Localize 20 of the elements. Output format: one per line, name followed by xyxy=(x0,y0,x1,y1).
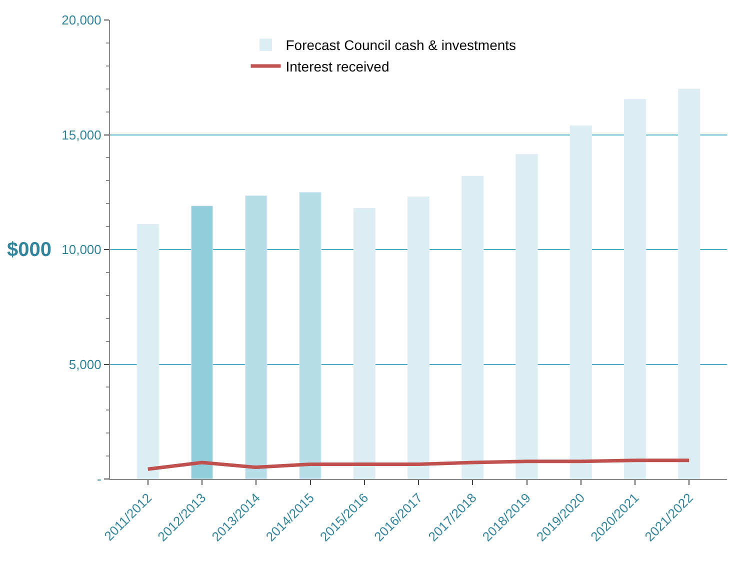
bar xyxy=(190,206,214,479)
y-tick-label: 20,000 xyxy=(62,12,102,28)
line-series xyxy=(146,458,691,471)
y-tick-label: 15,000 xyxy=(62,127,102,142)
y-tick-label: 5,000 xyxy=(68,356,102,372)
bar xyxy=(624,98,646,479)
bar xyxy=(353,208,376,479)
legend-label: Interest received xyxy=(286,58,390,74)
bar xyxy=(516,154,538,479)
bar xyxy=(462,176,484,479)
bar xyxy=(136,224,159,479)
y-tick-label: - xyxy=(97,472,102,487)
bar xyxy=(570,125,592,479)
legend-label: Forecast Council cash & investments xyxy=(286,37,516,54)
y-tick-label: 10,000 xyxy=(62,242,102,258)
bar xyxy=(407,196,430,479)
bar xyxy=(299,192,322,479)
bar xyxy=(678,88,700,479)
bar xyxy=(245,195,268,479)
y-axis-title: $000 xyxy=(7,239,52,261)
